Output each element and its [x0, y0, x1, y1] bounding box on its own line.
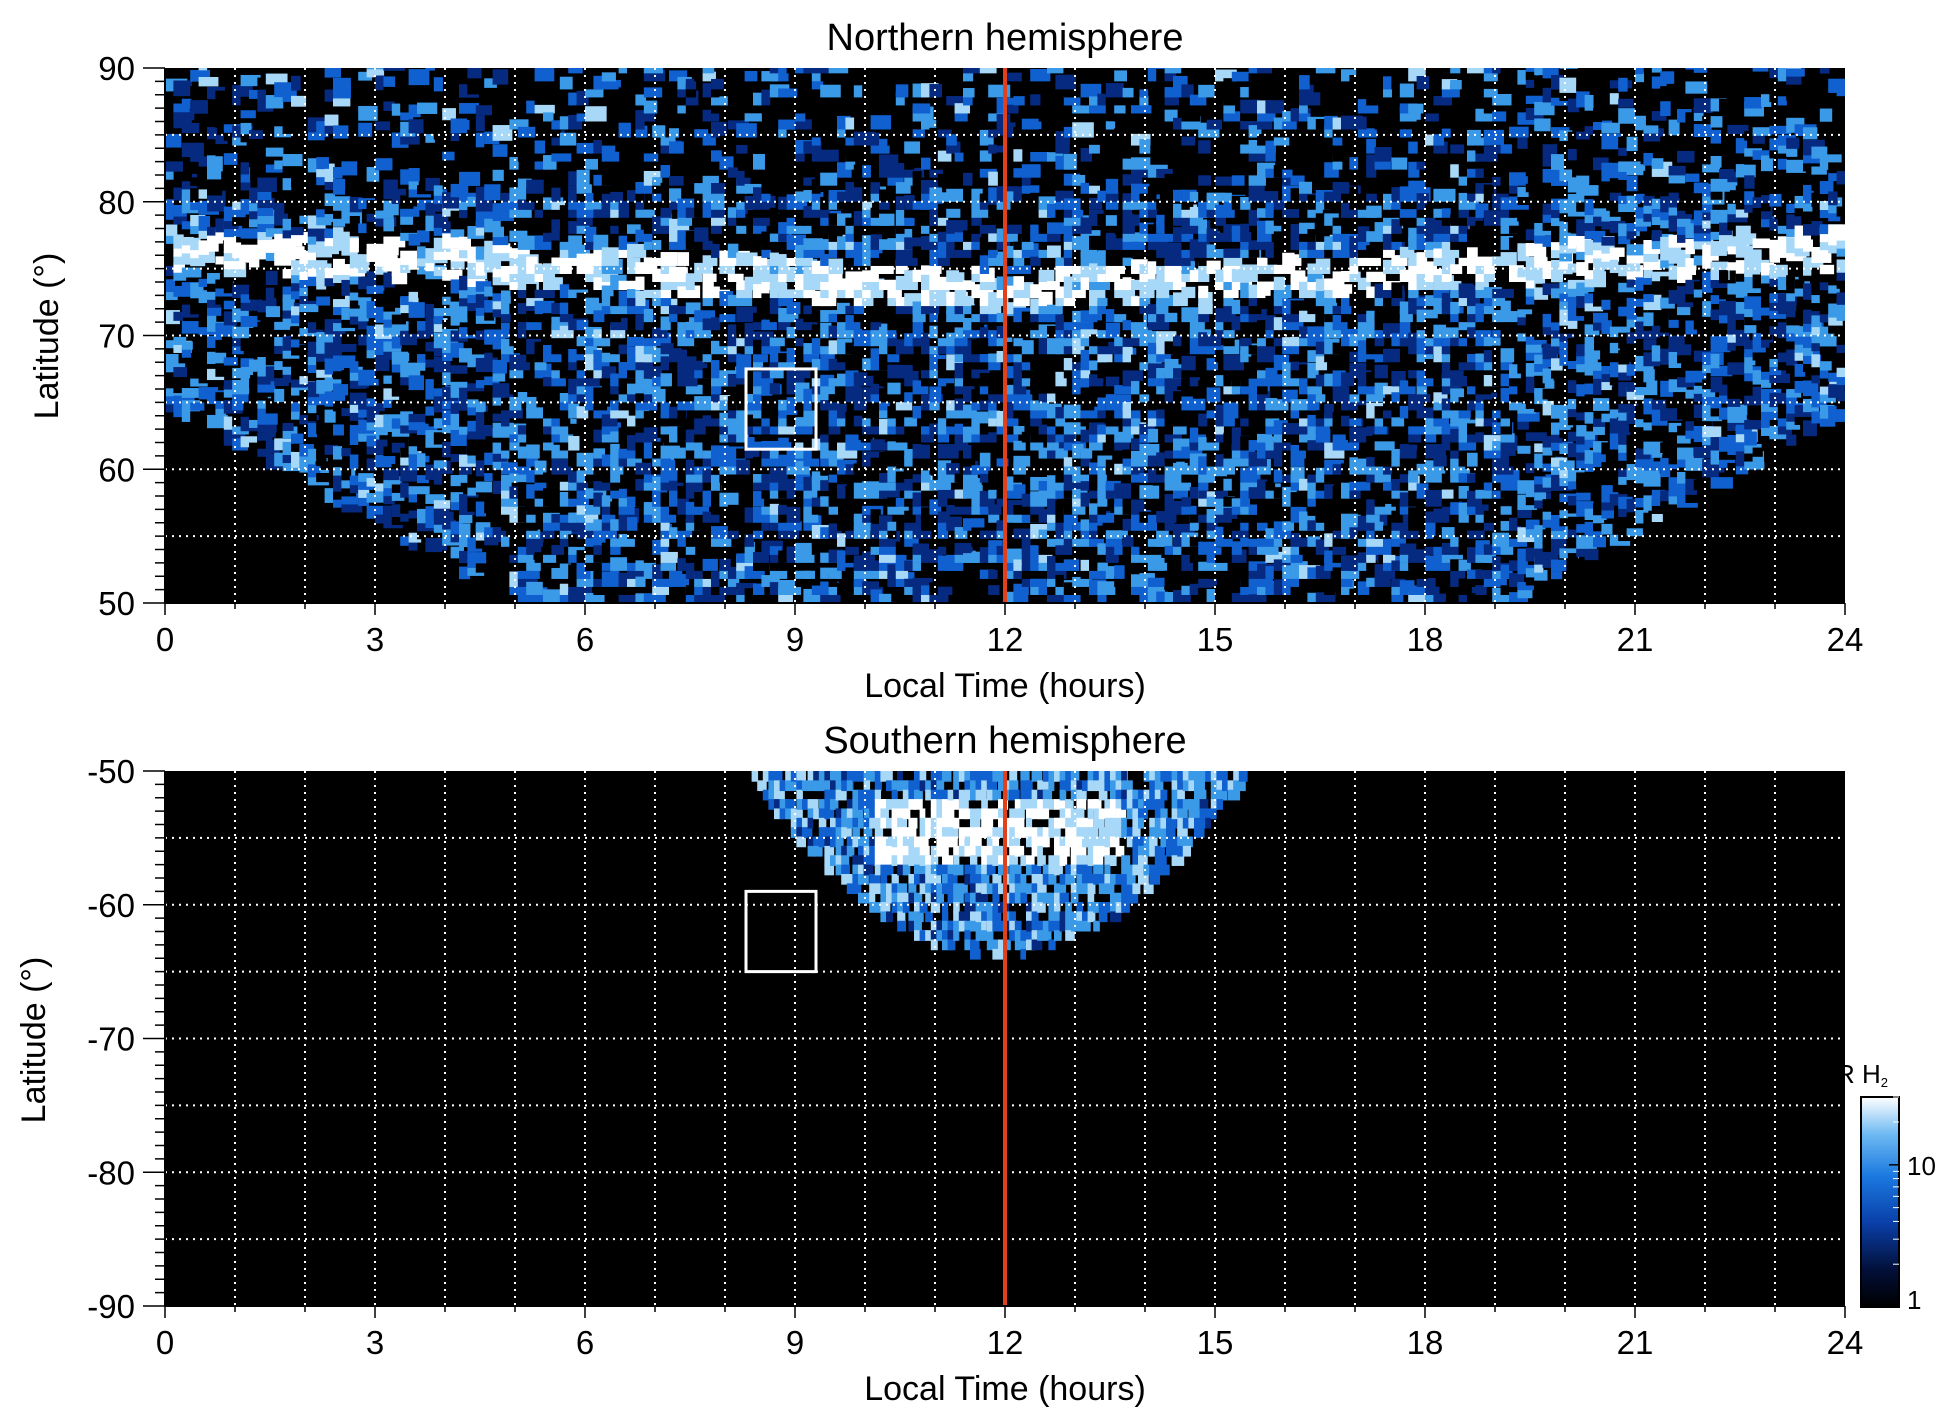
north-y-tick-label: 60	[98, 451, 135, 488]
north-y-axis-label: Latitude (°)	[28, 253, 66, 420]
northern-hemisphere-panel: Northern hemisphere 0 3 6 9 12 15 18 21 24 50 60 70…	[28, 17, 1863, 705]
south-x-tick-label: 9	[786, 1324, 804, 1361]
south-axes: 0 3 6 9 12 15 18 21 24 -50 -60 -70 -80 -90	[87, 753, 1863, 1361]
south-x-tick-label: 0	[156, 1324, 174, 1361]
south-x-tick-label: 18	[1407, 1324, 1444, 1361]
south-y-tick-label: -90	[87, 1288, 135, 1325]
colorbar-label: kR H2	[1823, 1059, 1888, 1090]
north-selection-box	[744, 367, 818, 451]
north-x-tick-label: 24	[1827, 621, 1864, 658]
south-y-axis-label: Latitude (°)	[15, 957, 53, 1124]
north-x-tick-label: 21	[1617, 621, 1654, 658]
colorbar-tick-label: 1	[1907, 1285, 1921, 1315]
south-emission-map	[751, 771, 1248, 960]
north-grid	[165, 68, 1845, 603]
southern-hemisphere-panel: Southern hemisphere 0 3 6 9 12 15 18 21 24 -50 -60…	[15, 720, 1863, 1408]
north-y-tick-label: 50	[98, 585, 135, 622]
north-x-tick-label: 9	[786, 621, 804, 658]
north-y-tick-label: 70	[98, 318, 135, 355]
south-x-tick-label: 15	[1197, 1324, 1234, 1361]
south-x-tick-label: 12	[987, 1324, 1024, 1361]
south-y-tick-label: -60	[87, 887, 135, 924]
south-title: Southern hemisphere	[823, 720, 1186, 762]
south-selection-box	[744, 889, 818, 974]
north-x-axis-label: Local Time (hours)	[864, 667, 1146, 705]
north-x-tick-label: 18	[1407, 621, 1444, 658]
south-y-tick-label: -80	[87, 1154, 135, 1191]
north-x-tick-label: 6	[576, 621, 594, 658]
north-x-tick-label: 0	[156, 621, 174, 658]
colorbar-ticks: 10 1	[1889, 1096, 1936, 1315]
north-emission-map	[165, 68, 1845, 603]
colorbar: kR H2 10 1	[1823, 1059, 1936, 1315]
north-axes: 0 3 6 9 12 15 18 21 24 50 60 70 80 90	[98, 50, 1863, 658]
north-y-tick-label: 80	[98, 184, 135, 221]
south-grid	[165, 771, 1845, 1306]
south-y-tick-label: -50	[87, 753, 135, 790]
colorbar-tick-label: 10	[1907, 1151, 1936, 1181]
south-x-tick-label: 21	[1617, 1324, 1654, 1361]
colorbar-label-main: kR H	[1823, 1059, 1881, 1089]
north-y-tick-label: 90	[98, 50, 135, 87]
north-x-tick-label: 15	[1197, 621, 1234, 658]
south-x-tick-label: 24	[1827, 1324, 1864, 1361]
south-x-tick-label: 3	[366, 1324, 384, 1361]
north-x-tick-label: 3	[366, 621, 384, 658]
south-y-tick-label: -70	[87, 1021, 135, 1058]
north-x-tick-label: 12	[987, 621, 1024, 658]
north-title: Northern hemisphere	[827, 17, 1184, 59]
south-x-axis-label: Local Time (hours)	[864, 1370, 1146, 1408]
south-x-tick-label: 6	[576, 1324, 594, 1361]
colorbar-label-subscript: 2	[1881, 1075, 1888, 1090]
colorbar-gradient	[1860, 1096, 1900, 1308]
